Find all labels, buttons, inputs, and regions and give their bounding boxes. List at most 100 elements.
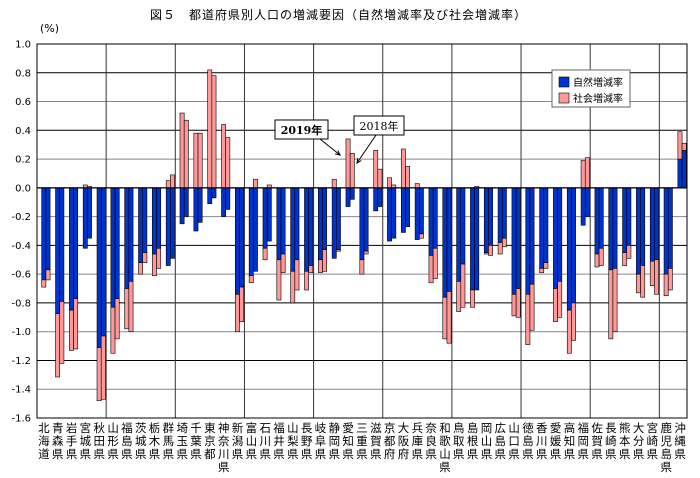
bar-social	[387, 177, 392, 189]
y-tick-label: -0.8	[11, 298, 31, 309]
bar-natural	[456, 187, 462, 282]
x-tick-label: 佐賀県	[591, 421, 603, 461]
x-tick-label: 兵庫県	[412, 421, 424, 461]
bar-natural	[165, 187, 171, 266]
x-tick-label: 香川県	[536, 421, 548, 461]
x-tick-label: 福岡県	[578, 421, 590, 461]
bar-social	[640, 265, 646, 298]
x-tick-label: 和歌山県	[439, 421, 451, 474]
bar-natural	[59, 187, 65, 302]
bar-natural	[598, 187, 604, 249]
bar-social	[446, 291, 452, 344]
bar-natural	[419, 187, 424, 235]
bar-social	[654, 259, 659, 295]
bar-social	[432, 247, 438, 279]
bar-social	[41, 279, 47, 288]
annotation-arrow	[319, 138, 341, 156]
y-tick-label: 0.6	[15, 97, 31, 108]
y-tick-label: -0.6	[11, 270, 31, 281]
bar-natural	[580, 187, 586, 226]
bar-natural	[446, 187, 452, 292]
bar-natural	[428, 187, 434, 256]
x-tick-label: 愛知県	[342, 421, 354, 461]
bar-natural	[170, 187, 175, 259]
x-tick-label: 京都府	[384, 421, 396, 461]
bar-natural	[667, 187, 673, 269]
x-tick-label: 千葉県	[190, 421, 202, 461]
x-tick-label: 青森県	[52, 421, 64, 461]
annotation-box	[353, 115, 405, 136]
y-tick-label: -1.2	[11, 356, 31, 367]
bar-natural	[529, 187, 535, 285]
bar-natural	[557, 187, 563, 282]
bar-natural	[110, 187, 116, 308]
bar-social	[152, 253, 157, 276]
bar-natural	[640, 187, 646, 266]
bar-natural	[566, 187, 572, 311]
x-tick-label: 秋田県	[93, 421, 105, 461]
x-tick-label: 新潟県	[232, 421, 244, 461]
bar-natural	[594, 187, 600, 255]
bar-natural	[276, 187, 282, 261]
bar-natural	[470, 187, 475, 291]
x-tick-label: 愛媛県	[550, 421, 562, 461]
bar-natural	[571, 187, 576, 304]
bar-natural	[636, 187, 641, 275]
bar-social	[114, 298, 120, 340]
bar-social	[179, 112, 185, 189]
bar-social	[73, 298, 79, 350]
bar-social	[363, 250, 369, 255]
bar-natural	[248, 187, 254, 276]
x-tick-label: 群馬県	[163, 421, 175, 461]
bar-social	[322, 249, 327, 272]
bar-natural	[280, 187, 286, 255]
x-tick-label: 東京都	[204, 421, 216, 461]
bar-social	[470, 289, 475, 308]
bar-natural	[677, 158, 683, 189]
bar-social	[225, 137, 231, 189]
bar-natural	[622, 187, 628, 253]
x-tick-label: 徳島県	[522, 421, 534, 461]
bar-social	[253, 178, 258, 189]
bar-natural	[82, 187, 88, 249]
bar-social	[345, 138, 351, 189]
bar-social	[543, 262, 549, 269]
bar-social	[59, 301, 65, 364]
bar-social	[349, 153, 355, 189]
bar-natural	[414, 187, 420, 240]
x-tick-label: 岐阜県	[315, 421, 327, 461]
x-tick-label: 山口県	[508, 421, 520, 461]
x-tick-label: 奈良県	[425, 421, 437, 461]
legend-swatch	[558, 76, 570, 88]
bar-natural	[400, 187, 406, 233]
bar-natural	[483, 187, 489, 253]
bar-social	[405, 165, 410, 189]
legend-swatch	[558, 92, 570, 104]
bar-natural	[152, 187, 157, 255]
bar-natural	[373, 187, 379, 212]
bar-social	[553, 288, 558, 322]
x-tick-label: 静岡県	[329, 421, 341, 461]
bar-natural	[612, 187, 618, 269]
bar-social	[649, 260, 655, 286]
bar-natural	[553, 187, 558, 289]
bar-social	[612, 268, 618, 332]
bar-social	[280, 253, 286, 274]
bar-social	[456, 281, 462, 312]
bar-natural	[359, 187, 365, 261]
bar-social	[525, 293, 531, 345]
bar-natural	[377, 187, 383, 207]
x-tick-label: 山形県	[107, 421, 119, 461]
bar-social	[317, 259, 323, 274]
bar-natural	[345, 187, 351, 207]
bar-natural	[525, 187, 531, 295]
x-tick-label: 山梨県	[287, 421, 299, 461]
x-tick-label: 沖縄県	[674, 421, 686, 461]
bar-social	[69, 309, 74, 351]
bar-social	[626, 245, 632, 259]
bar-social	[598, 247, 604, 266]
bar-social	[221, 124, 226, 189]
bar-social	[622, 252, 628, 266]
bar-natural	[363, 187, 369, 252]
x-tick-label: 栃木県	[149, 421, 161, 461]
